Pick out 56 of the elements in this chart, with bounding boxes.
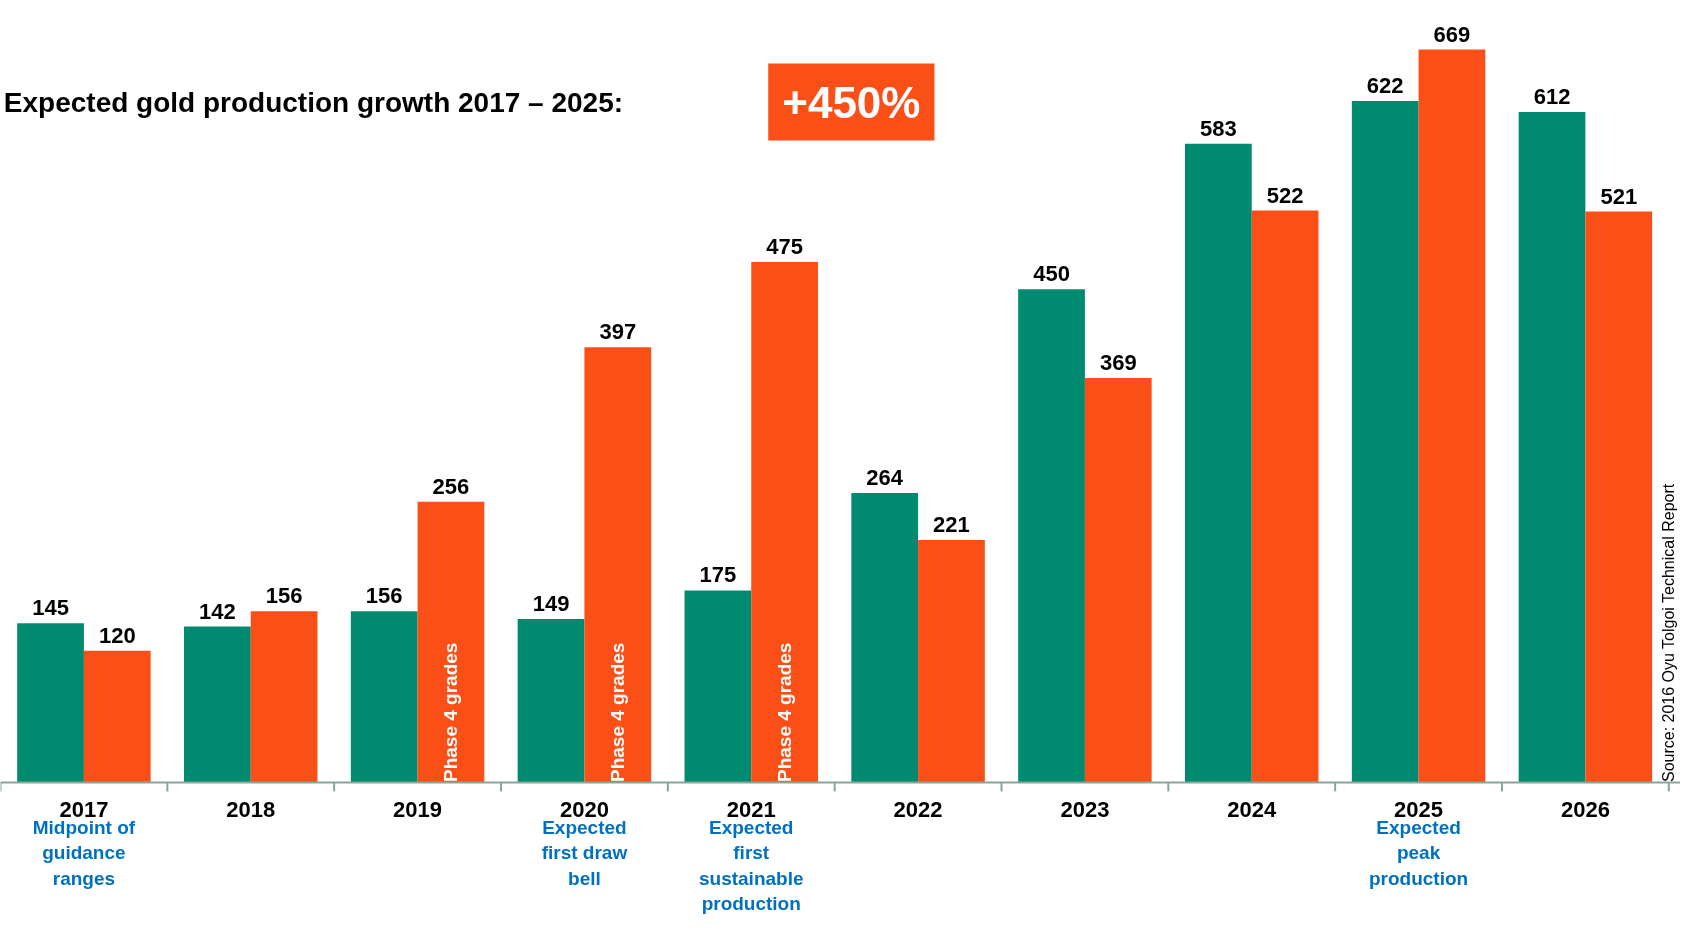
data-label: 145 — [32, 595, 69, 621]
data-label: 369 — [1099, 350, 1137, 376]
data-label: 522 — [1266, 182, 1304, 208]
bar — [517, 618, 585, 783]
bar — [1084, 378, 1152, 783]
x-tick-label: 2018 — [226, 797, 276, 823]
bar — [17, 623, 84, 783]
bar — [417, 501, 485, 783]
bar — [250, 611, 318, 783]
annotation: Phase 4 grades — [774, 642, 796, 783]
text: Expected first draw bell — [541, 817, 628, 889]
data-label: 149 — [532, 590, 570, 616]
data-label: 475 — [766, 233, 803, 259]
data-label: 669 — [1433, 21, 1471, 47]
x-tick-label: 2026 — [1560, 797, 1610, 823]
text: Midpoint of guidance ranges — [32, 817, 136, 889]
bar — [1518, 111, 1586, 783]
text: Expected first sustainable production — [698, 817, 804, 914]
data-label: 221 — [933, 512, 970, 538]
bar — [1251, 210, 1319, 783]
bar — [751, 261, 818, 783]
bar — [184, 626, 251, 783]
bar — [1351, 101, 1419, 783]
x-tick-label: 2022 — [893, 797, 943, 823]
bar — [1018, 289, 1085, 783]
data-label: 120 — [98, 622, 136, 648]
bar — [350, 611, 418, 783]
text: Expected peak production — [1368, 817, 1469, 889]
bar — [918, 540, 985, 783]
annotation: Source: 2016 Oyu Tolgoi Technical Report — [1659, 483, 1677, 783]
data-label: 256 — [432, 473, 470, 499]
bar — [1585, 211, 1653, 783]
x-tick-label: 2023 — [1060, 797, 1110, 823]
x-tick-label: 2019 — [393, 797, 443, 823]
bar — [83, 650, 151, 783]
annotation: +450% — [782, 77, 921, 127]
data-label: 612 — [1533, 83, 1571, 109]
bar — [1185, 143, 1252, 783]
data-label: 156 — [365, 583, 403, 609]
data-label: 397 — [599, 319, 637, 345]
bar — [1418, 49, 1486, 783]
data-label: 583 — [1200, 115, 1237, 141]
bar — [684, 590, 752, 783]
x-tick-label: 2024 — [1227, 797, 1277, 823]
data-label: 450 — [1033, 261, 1070, 287]
data-label: 622 — [1366, 73, 1404, 99]
text: Expected gold production growth 2017 – 2025: — [3, 86, 624, 118]
data-label: 175 — [699, 562, 737, 588]
data-label: 156 — [265, 583, 303, 609]
annotation: Phase 4 grades — [440, 642, 462, 783]
bar — [584, 347, 652, 783]
data-label: 264 — [866, 464, 904, 490]
data-label: 521 — [1600, 183, 1638, 209]
annotation: Phase 4 grades — [607, 642, 629, 783]
data-label: 142 — [199, 598, 236, 624]
bar — [851, 492, 919, 783]
